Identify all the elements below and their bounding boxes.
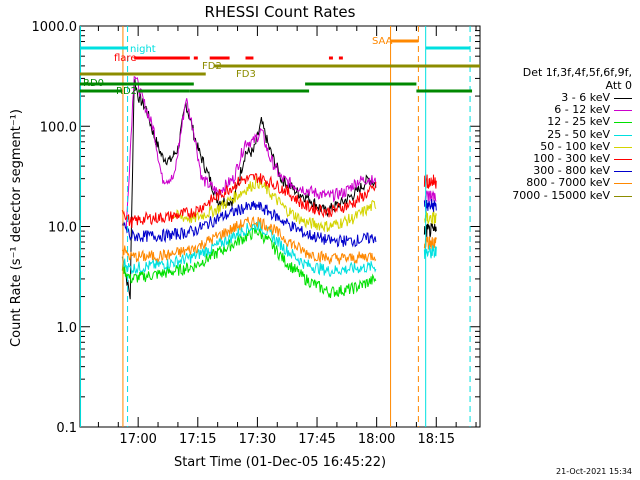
x-tick-label: 17:30 <box>239 432 276 447</box>
legend-label: 12 - 25 keV <box>547 115 610 129</box>
series-line-5 <box>121 172 377 229</box>
post-gap-series-4 <box>423 222 437 238</box>
series-line-3 <box>121 219 377 277</box>
legend-entry: 50 - 100 keV <box>482 139 632 153</box>
night-bar-label: night <box>130 44 156 55</box>
saa-bar-label: SAA <box>372 36 393 47</box>
post-gap-series-1 <box>423 190 437 204</box>
legend-label: 25 - 50 keV <box>547 127 610 141</box>
legend-entry: 300 - 800 keV <box>482 164 632 178</box>
rd0-bar-label: RD0 <box>83 78 104 89</box>
y-tick-label: 1.0 <box>56 321 77 336</box>
legend-swatch <box>614 158 632 160</box>
chart-title: RHESSI Count Rates <box>205 3 356 21</box>
post-gap-series-2 <box>423 199 437 214</box>
legend-label: 50 - 100 keV <box>540 139 610 153</box>
series-line-0 <box>121 77 377 300</box>
legend-swatch <box>614 110 632 112</box>
post-gap-series-0 <box>423 174 437 189</box>
series-line-6 <box>121 200 377 248</box>
x-tick-label: 17:00 <box>119 432 156 447</box>
legend-swatch <box>614 134 632 136</box>
legend-entry: 800 - 7000 keV <box>482 177 632 189</box>
flare-bar-label: flare <box>114 53 136 64</box>
series-line-4 <box>169 176 377 233</box>
legend: Det 1f,3f,4f,5f,6f,9f, Att 0 3 - 6 keV 6… <box>482 66 632 202</box>
legend-title-line1: Det 1f,3f,4f,5f,6f,9f, <box>522 66 632 79</box>
x-tick-label: 17:15 <box>179 432 216 447</box>
legend-swatch <box>614 146 632 148</box>
legend-label: 100 - 300 keV <box>533 151 610 165</box>
post-gap-series-5 <box>423 236 437 250</box>
legend-swatch <box>614 122 632 124</box>
legend-swatch <box>614 183 632 185</box>
rd2-bar-label: RD2 <box>116 86 137 97</box>
legend-entry: 7000 - 15000 keV <box>482 188 632 202</box>
legend-label: 6 - 12 keV <box>554 103 610 117</box>
fd3-bar-label: FD3 <box>236 69 256 80</box>
legend-entry: 100 - 300 keV <box>482 151 632 165</box>
legend-title-line2: Att 0 <box>605 79 632 92</box>
y-tick-label: 0.1 <box>56 421 77 436</box>
x-tick-label: 18:15 <box>418 432 455 447</box>
legend-entry: 6 - 12 keV <box>482 103 632 117</box>
render-timestamp: 21-Oct-2021 15:34 <box>556 467 632 476</box>
legend-label: 3 - 6 keV <box>561 91 610 104</box>
x-tick-label: 17:45 <box>298 432 335 447</box>
legend-swatch <box>614 195 632 197</box>
legend-entry: 25 - 50 keV <box>482 127 632 141</box>
series-line-1 <box>125 75 377 231</box>
legend-entry: 12 - 25 keV <box>482 116 632 128</box>
x-tick-label: 18:00 <box>358 432 395 447</box>
y-axis-label: Count Rate (s⁻¹ detector segment⁻¹) <box>9 109 24 347</box>
post-gap-series-3 <box>424 211 437 225</box>
legend-swatch <box>614 171 632 173</box>
legend-swatch <box>614 98 632 99</box>
legend-label: 7000 - 15000 keV <box>512 188 610 202</box>
y-tick-label: 10.0 <box>48 221 77 236</box>
legend-label: 800 - 7000 keV <box>526 176 610 190</box>
fd2-bar-label: FD2 <box>202 61 222 72</box>
legend-entry: 3 - 6 keV <box>482 91 632 104</box>
post-gap-series-6 <box>423 245 437 259</box>
x-axis-label: Start Time (01-Dec-05 16:45:22) <box>174 455 386 470</box>
series-line-7 <box>121 216 377 265</box>
plot-frame <box>79 25 481 428</box>
y-tick-label: 100.0 <box>40 120 77 135</box>
legend-label: 300 - 800 keV <box>533 164 610 178</box>
y-tick-label: 1000.0 <box>32 20 78 35</box>
